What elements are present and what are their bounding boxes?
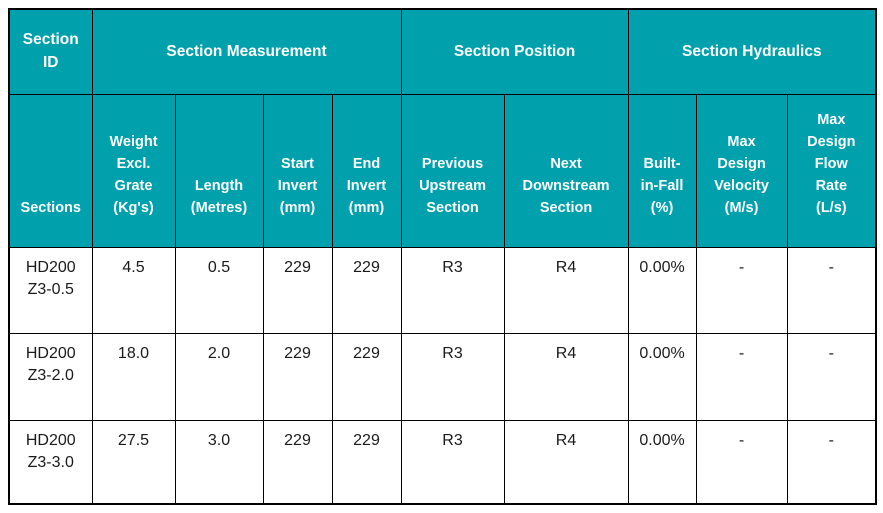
cell-length: 0.5 xyxy=(174,246,264,334)
document-page: Section ID Section Measurement Section P… xyxy=(8,8,878,505)
cell-max-design-flow-rate: - xyxy=(786,332,877,421)
column-header-weight-excl-grate: Weight Excl. Grate (Kg's) xyxy=(91,93,176,248)
cell-end-invert: 229 xyxy=(331,419,402,505)
column-header-max-design-velocity: Max Design Velocity (M/s) xyxy=(695,93,788,248)
cell-next-downstream: R4 xyxy=(503,419,629,505)
cell-built-in-fall: 0.00% xyxy=(627,332,697,421)
cell-previous-upstream: R3 xyxy=(400,419,505,505)
cell-max-design-velocity: - xyxy=(695,419,788,505)
cell-weight: 27.5 xyxy=(91,419,176,505)
group-header-row: Section ID Section Measurement Section P… xyxy=(8,8,877,95)
cell-max-design-flow-rate: - xyxy=(786,246,877,334)
cell-max-design-velocity: - xyxy=(695,332,788,421)
cell-max-design-flow-rate: - xyxy=(786,419,877,505)
cell-weight: 4.5 xyxy=(91,246,176,334)
column-header-max-design-flow-rate: Max Design Flow Rate (L/s) xyxy=(786,93,877,248)
column-header-length: Length (Metres) xyxy=(174,93,264,248)
cell-end-invert: 229 xyxy=(331,332,402,421)
cell-start-invert: 229 xyxy=(262,246,333,334)
table-row: HD200 Z3-3.0 27.5 3.0 229 229 R3 R4 0.00… xyxy=(8,419,877,505)
cell-next-downstream: R4 xyxy=(503,246,629,334)
cell-section-id: HD200 Z3-0.5 xyxy=(8,246,93,334)
column-header-built-in-fall: Built- in-Fall (%) xyxy=(627,93,697,248)
column-header-row: Sections Weight Excl. Grate (Kg's) Lengt… xyxy=(8,93,877,248)
table-row: HD200 Z3-2.0 18.0 2.0 229 229 R3 R4 0.00… xyxy=(8,332,877,421)
cell-previous-upstream: R3 xyxy=(400,246,505,334)
group-header-section-measurement: Section Measurement xyxy=(91,8,402,95)
cell-max-design-velocity: - xyxy=(695,246,788,334)
group-header-section-position: Section Position xyxy=(400,8,629,95)
cell-length: 3.0 xyxy=(174,419,264,505)
column-header-sections: Sections xyxy=(8,93,93,248)
cell-end-invert: 229 xyxy=(331,246,402,334)
cell-built-in-fall: 0.00% xyxy=(627,419,697,505)
column-header-start-invert: Start Invert (mm) xyxy=(262,93,333,248)
cell-section-id: HD200 Z3-3.0 xyxy=(8,419,93,505)
column-header-previous-upstream-section: Previous Upstream Section xyxy=(400,93,505,248)
cell-weight: 18.0 xyxy=(91,332,176,421)
group-header-section-hydraulics: Section Hydraulics xyxy=(627,8,877,95)
cell-built-in-fall: 0.00% xyxy=(627,246,697,334)
cell-previous-upstream: R3 xyxy=(400,332,505,421)
group-header-section-id: Section ID xyxy=(8,8,93,95)
cell-start-invert: 229 xyxy=(262,419,333,505)
table-row: HD200 Z3-0.5 4.5 0.5 229 229 R3 R4 0.00%… xyxy=(8,246,877,334)
cell-section-id: HD200 Z3-2.0 xyxy=(8,332,93,421)
sections-data-table: Section ID Section Measurement Section P… xyxy=(8,8,878,505)
cell-length: 2.0 xyxy=(174,332,264,421)
column-header-next-downstream-section: Next Downstream Section xyxy=(503,93,629,248)
cell-start-invert: 229 xyxy=(262,332,333,421)
cell-next-downstream: R4 xyxy=(503,332,629,421)
column-header-end-invert: End Invert (mm) xyxy=(331,93,402,248)
